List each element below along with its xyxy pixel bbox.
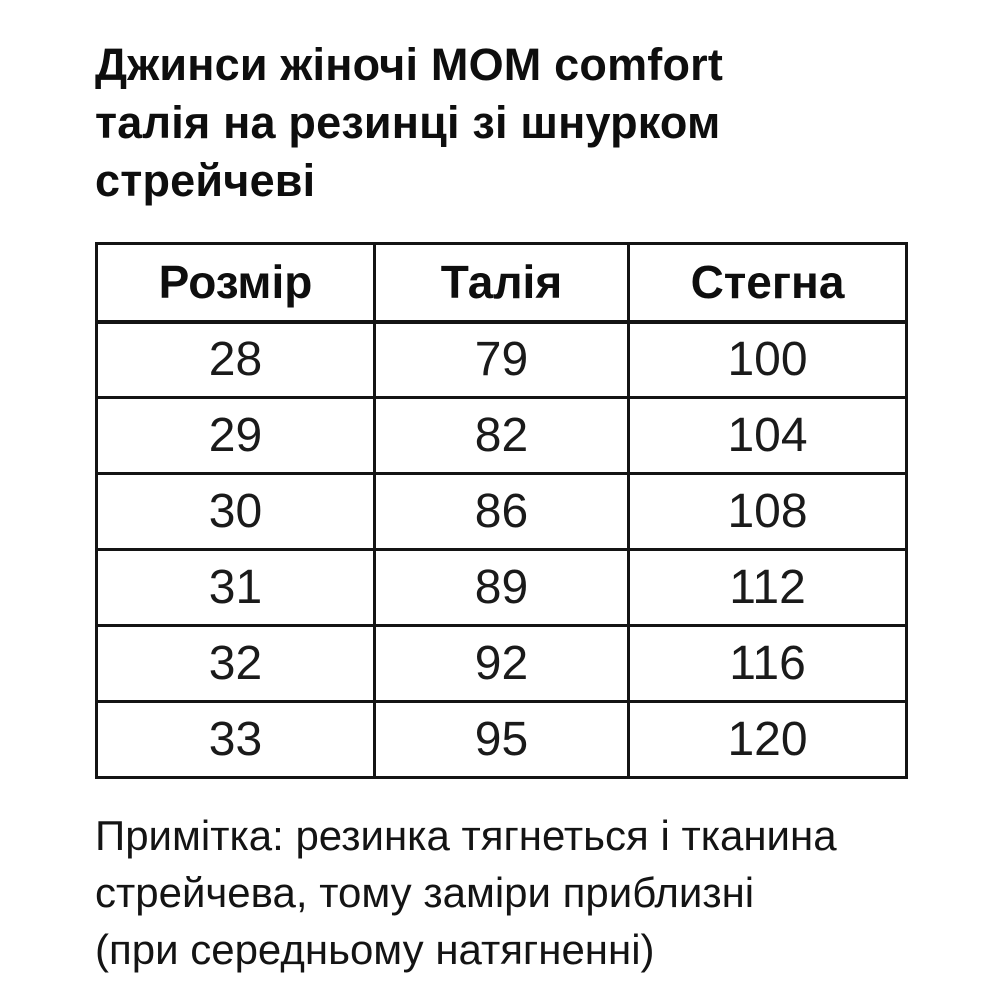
hips-cell: 116 xyxy=(627,624,908,703)
hips-cell: 104 xyxy=(627,396,908,475)
hips-cell: 100 xyxy=(627,320,908,399)
table-row: 31 89 112 xyxy=(95,548,908,627)
size-cell: 31 xyxy=(95,548,376,627)
title-line: стрейчеві xyxy=(95,155,316,206)
size-cell: 29 xyxy=(95,396,376,475)
waist-cell: 79 xyxy=(373,320,630,399)
table-row: 32 92 116 xyxy=(95,624,908,703)
size-cell: 32 xyxy=(95,624,376,703)
column-header-hips: Стегна xyxy=(627,242,908,324)
note-line: (при середньому натягненні) xyxy=(95,926,655,973)
table-header-row: Розмір Талія Стегна xyxy=(95,242,908,324)
column-header-waist: Талія xyxy=(373,242,630,324)
title-line: Джинси жіночі MOM comfort xyxy=(95,39,724,90)
size-cell: 30 xyxy=(95,472,376,551)
waist-cell: 89 xyxy=(373,548,630,627)
title-line: талія на резинці зі шнурком xyxy=(95,97,721,148)
hips-cell: 120 xyxy=(627,700,908,779)
size-cell: 28 xyxy=(95,320,376,399)
table-row: 33 95 120 xyxy=(95,700,908,779)
waist-cell: 92 xyxy=(373,624,630,703)
note-line: стрейчева, тому заміри приблизні xyxy=(95,869,755,916)
size-cell: 33 xyxy=(95,700,376,779)
page-title: Джинси жіночі MOM comfort талія на резин… xyxy=(95,36,905,210)
hips-cell: 108 xyxy=(627,472,908,551)
note-line: Примітка: резинка тягнеться і тканина xyxy=(95,812,837,859)
table-row: 30 86 108 xyxy=(95,472,908,551)
column-header-size: Розмір xyxy=(95,242,376,324)
waist-cell: 95 xyxy=(373,700,630,779)
waist-cell: 82 xyxy=(373,396,630,475)
waist-cell: 86 xyxy=(373,472,630,551)
table-row: 28 79 100 xyxy=(95,320,908,399)
hips-cell: 112 xyxy=(627,548,908,627)
note-text: Примітка: резинка тягнеться і тканина ст… xyxy=(95,807,905,978)
size-table: Розмір Талія Стегна 28 79 100 29 82 104 … xyxy=(95,242,908,779)
table-row: 29 82 104 xyxy=(95,396,908,475)
